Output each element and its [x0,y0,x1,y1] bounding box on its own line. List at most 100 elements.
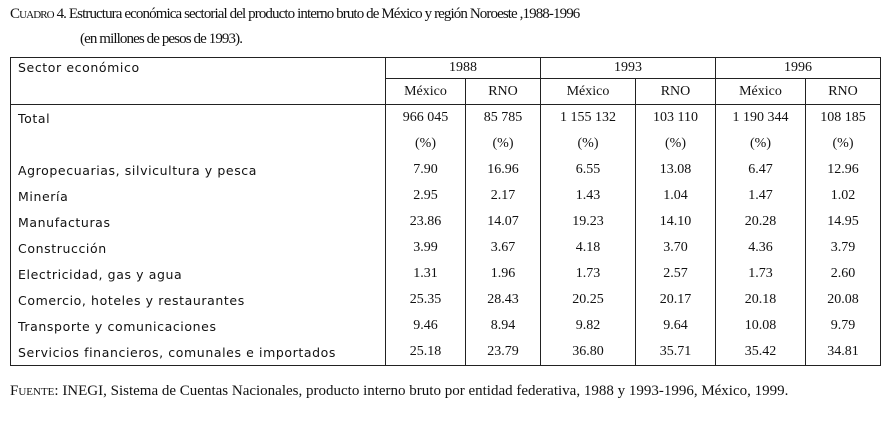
sub-header: México [385,78,466,105]
cell: 4.36 [715,235,806,261]
cell: 3.70 [635,235,716,261]
table-row: Sector económico 1988 1993 1996 [10,57,881,105]
cell: 1.47 [715,183,806,209]
cell: 14.95 [805,209,881,235]
title-label: Cuadro 4. [10,6,67,22]
table-row: México RNO México RNO México RNO [11,78,881,105]
cell: 8.94 [465,313,541,339]
table-subtitle: (en millones de pesos de 1993). [80,31,243,47]
cell: 25.18 [385,339,466,366]
cell: 1.43 [540,183,636,209]
year-header: 1993 [540,57,716,79]
table-title: Cuadro 4. Estructura económica sectorial… [10,6,580,23]
cell: 28.43 [465,287,541,313]
cell: 85 785 [465,104,541,131]
cell: 1.73 [540,261,636,287]
cell: 3.79 [805,235,881,261]
table-row: Construcción 3.99 3.67 4.18 3.70 4.36 3.79 [10,235,881,261]
cell: 4.18 [540,235,636,261]
cell: 108 185 [805,104,881,131]
table-row: Total 966 045 85 785 1 155 132 103 110 1 190 … [10,104,881,131]
table-row: Manufacturas 23.86 14.07 19.23 14.10 20.28 14.… [10,209,881,235]
cell: 23.79 [465,339,541,366]
cell: 36.80 [540,339,636,366]
table-row: Electricidad, gas y agua 1.31 1.96 1.73 2.57… [10,261,881,287]
cell: 20.25 [540,287,636,313]
row-label [10,131,386,157]
table-row: Comercio, hoteles y restaurantes 25.35 28.… [10,287,881,313]
cell: 13.08 [635,157,716,183]
cell: 3.67 [465,235,541,261]
cell: (%) [805,131,881,157]
row-label: Electricidad, gas y agua [10,261,386,287]
cell: 2.95 [385,183,466,209]
cell: 20.17 [635,287,716,313]
cell: 19.23 [540,209,636,235]
cell: 20.08 [805,287,881,313]
row-label: Comercio, hoteles y restaurantes [10,287,386,313]
sub-header: México [715,78,806,105]
year-header: 1988 [385,57,541,79]
cell: 16.96 [465,157,541,183]
cell: 1.02 [805,183,881,209]
cell: 966 045 [385,104,466,131]
cell: 2.60 [805,261,881,287]
cell: 3.99 [385,235,466,261]
cell: 20.18 [715,287,806,313]
row-label: Servicios financieros, comunales e impor… [10,339,386,366]
year-header: 1996 [715,57,881,79]
sub-header: México [540,78,636,105]
cell: 9.64 [635,313,716,339]
table-row: Minería 2.95 2.17 1.43 1.04 1.47 1.02 [10,183,881,209]
footnote: Fuente: INEGI, Sistema de Cuentas Nacion… [10,381,885,401]
table-row: Transporte y comunicaciones 9.46 8.94 9.82 9… [10,313,881,339]
cell: 25.35 [385,287,466,313]
footnote-text: INEGI, Sistema de Cuentas Nacionales, pr… [62,383,789,399]
cell: 9.79 [805,313,881,339]
cell: 9.82 [540,313,636,339]
cell: 2.17 [465,183,541,209]
title-text: Estructura económica sectorial del produ… [68,6,580,22]
cell: 2.57 [635,261,716,287]
cell: 14.10 [635,209,716,235]
data-table: Sector económico 1988 1993 1996 México RNO Méx… [10,57,881,366]
cell: (%) [540,131,636,157]
cell: 10.08 [715,313,806,339]
sub-header: RNO [635,78,716,105]
cell: 20.28 [715,209,806,235]
cell: 1.31 [385,261,466,287]
table-row: (%) (%) (%) (%) (%) (%) [10,131,881,157]
cell: 1 190 344 [715,104,806,131]
sector-header: Sector económico [10,57,386,105]
cell: 35.71 [635,339,716,366]
sub-header: RNO [805,78,881,105]
row-label: Manufacturas [10,209,386,235]
cell: 1.73 [715,261,806,287]
cell: (%) [385,131,466,157]
cell: 1.96 [465,261,541,287]
cell: 6.47 [715,157,806,183]
cell: 7.90 [385,157,466,183]
row-label: Minería [10,183,386,209]
cell: 14.07 [465,209,541,235]
cell: 23.86 [385,209,466,235]
cell: (%) [715,131,806,157]
row-label: Agropecuarias, silvicultura y pesca [10,157,386,183]
cell: 9.46 [385,313,466,339]
cell: (%) [635,131,716,157]
row-label: Transporte y comunicaciones [10,313,386,339]
cell: 35.42 [715,339,806,366]
cell: 1.04 [635,183,716,209]
cell: 6.55 [540,157,636,183]
table-row: Agropecuarias, silvicultura y pesca 7.90 1… [10,157,881,183]
table-row: Servicios financieros, comunales e impor… [10,339,881,366]
cell: 34.81 [805,339,881,366]
cell: 1 155 132 [540,104,636,131]
sub-header: RNO [465,78,541,105]
cell: (%) [465,131,541,157]
footnote-label: Fuente: [10,383,59,399]
cell: 12.96 [805,157,881,183]
row-label: Total [10,104,386,131]
cell: 103 110 [635,104,716,131]
